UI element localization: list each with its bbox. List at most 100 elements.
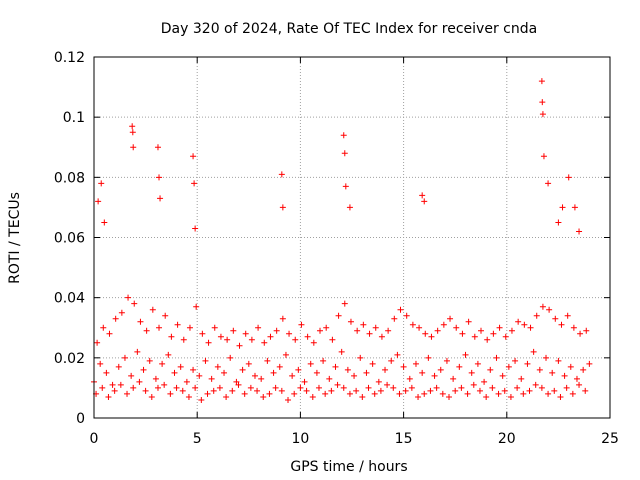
data-point — [422, 330, 429, 337]
data-point — [372, 324, 379, 331]
data-point — [470, 381, 477, 388]
data-point — [391, 315, 398, 322]
data-point — [154, 144, 161, 151]
data-point — [363, 369, 370, 376]
data-point — [365, 384, 372, 391]
data-point — [437, 366, 444, 373]
data-point — [539, 99, 546, 106]
data-point — [489, 384, 496, 391]
data-point — [360, 321, 367, 328]
data-point — [157, 195, 164, 202]
data-point — [346, 390, 353, 397]
data-point — [328, 387, 335, 394]
data-point — [272, 384, 279, 391]
data-point — [149, 306, 156, 313]
x-tick-label: 25 — [601, 431, 619, 447]
data-point — [408, 384, 415, 391]
data-point — [98, 180, 105, 187]
data-point — [174, 321, 181, 328]
data-point — [412, 360, 419, 367]
data-point — [191, 180, 198, 187]
data-point — [559, 204, 566, 211]
data-point — [227, 354, 234, 361]
data-point — [577, 330, 584, 337]
data-point — [532, 381, 539, 388]
plot-frame — [93, 56, 611, 419]
data-point — [586, 360, 593, 367]
data-point — [462, 351, 469, 358]
data-point — [526, 387, 533, 394]
data-point — [514, 384, 521, 391]
data-point — [291, 390, 298, 397]
data-point — [165, 351, 172, 358]
data-point — [555, 357, 562, 364]
data-point — [403, 312, 410, 319]
data-point — [276, 363, 283, 370]
y-axis-label: ROTI / TECUs — [7, 192, 23, 284]
data-point — [278, 387, 285, 394]
y-tick-label: 0.08 — [54, 170, 85, 186]
data-point — [292, 336, 299, 343]
data-point — [576, 228, 583, 235]
data-point — [193, 303, 200, 310]
data-point — [190, 366, 197, 373]
data-point — [217, 333, 224, 340]
data-point — [161, 381, 168, 388]
data-point — [289, 372, 296, 379]
data-point — [371, 390, 378, 397]
data-point — [168, 333, 175, 340]
data-point — [307, 360, 314, 367]
data-point — [185, 393, 192, 400]
data-point — [576, 381, 583, 388]
data-point — [452, 387, 459, 394]
data-point — [285, 396, 292, 403]
data-point — [341, 150, 348, 157]
y-tick-label: 0.1 — [63, 110, 85, 126]
data-point — [270, 369, 277, 376]
data-point — [167, 390, 174, 397]
data-point — [478, 327, 484, 334]
data-point — [124, 390, 131, 397]
data-point — [245, 360, 252, 367]
data-point — [199, 330, 206, 337]
data-point — [115, 363, 122, 370]
data-point — [214, 363, 221, 370]
data-point — [351, 372, 358, 379]
data-point — [346, 204, 353, 211]
data-point — [130, 384, 137, 391]
data-point — [323, 324, 330, 331]
data-point — [573, 375, 580, 382]
data-point — [304, 333, 311, 340]
data-point — [282, 351, 289, 358]
y-tick-label: 0.02 — [54, 351, 85, 367]
data-point — [310, 339, 317, 346]
data-point — [425, 354, 432, 361]
data-point — [298, 321, 305, 328]
data-point — [236, 342, 243, 349]
data-point — [255, 324, 262, 331]
data-point — [483, 393, 490, 400]
data-point — [533, 312, 540, 319]
data-point — [111, 387, 118, 394]
data-point — [419, 369, 426, 376]
data-point — [540, 153, 547, 160]
data-point — [538, 78, 545, 85]
data-point — [428, 333, 435, 340]
data-point — [192, 225, 199, 232]
data-point — [278, 171, 285, 178]
data-point — [130, 144, 137, 151]
data-point — [266, 390, 273, 397]
data-point — [192, 384, 199, 391]
data-point — [254, 387, 261, 394]
data-point — [369, 360, 376, 367]
data-point — [247, 384, 254, 391]
data-point — [499, 372, 506, 379]
data-point — [340, 384, 347, 391]
data-point — [536, 366, 543, 373]
data-point — [190, 153, 197, 160]
data-point — [527, 324, 534, 331]
data-point — [229, 387, 236, 394]
data-point — [320, 357, 327, 364]
data-point — [313, 369, 320, 376]
data-point — [142, 387, 149, 394]
